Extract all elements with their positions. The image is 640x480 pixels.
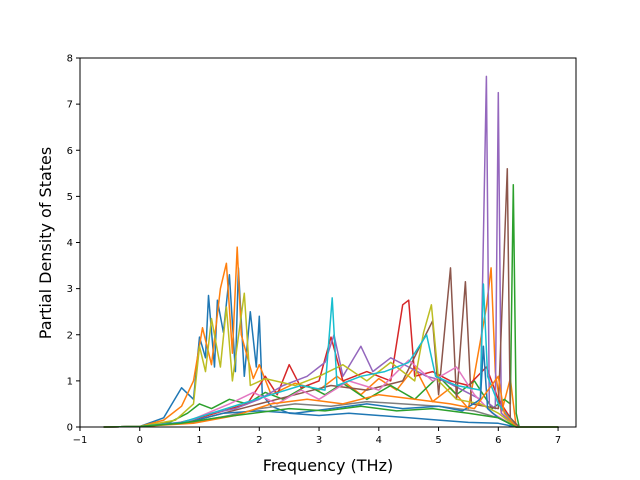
y-tick-label: 0 (67, 423, 73, 434)
plot-background (80, 58, 576, 427)
y-tick-label: 7 (67, 100, 73, 111)
x-tick-label: −1 (73, 435, 88, 446)
y-tick-label: 4 (67, 238, 73, 249)
series-line-11 (103, 345, 559, 428)
x-tick-label: 7 (555, 435, 561, 446)
y-tick-label: 1 (67, 376, 73, 387)
y-tick-label: 3 (67, 284, 73, 295)
x-tick-label: 4 (376, 435, 382, 446)
x-tick-label: 5 (435, 435, 441, 446)
x-axis-ticks: −1 0 1 2 3 4 5 6 7 (73, 427, 561, 446)
x-axis-label: Frequency (THz) (263, 456, 393, 475)
x-tick-label: 6 (495, 435, 501, 446)
series-line-10 (103, 283, 559, 428)
x-tick-label: 3 (316, 435, 322, 446)
series-line-13 (103, 405, 559, 428)
series-line-12 (103, 375, 559, 428)
y-tick-label: 2 (67, 330, 73, 341)
y-tick-label: 5 (67, 192, 73, 203)
y-tick-label: 8 (67, 54, 73, 65)
y-tick-label: 6 (67, 146, 73, 157)
series-line-3 (103, 184, 559, 428)
series-line-6 (103, 167, 559, 428)
y-axis-ticks: 0 1 2 3 4 5 6 7 8 (67, 54, 80, 434)
x-tick-label: 2 (256, 435, 262, 446)
x-tick-label: 0 (137, 435, 143, 446)
x-tick-label: 1 (196, 435, 202, 446)
series-line-9 (103, 292, 559, 428)
y-axis-label: Partial Density of States (36, 147, 55, 339)
series-layer (103, 75, 559, 428)
